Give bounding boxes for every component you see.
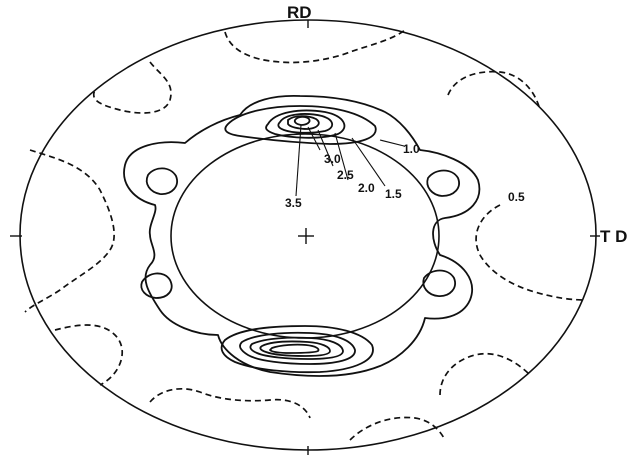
contour-upper-5 — [293, 115, 311, 126]
level-label-2.0: 2.0 — [358, 181, 375, 195]
island-right-upper — [426, 169, 460, 197]
projection-circle — [19, 19, 597, 451]
leader-1.5 — [351, 137, 386, 187]
contour-lower-5 — [269, 343, 320, 354]
contour-0.5-bottom-left — [149, 388, 311, 419]
level-label-3.0: 3.0 — [324, 152, 341, 166]
contour-lower-1 — [220, 325, 374, 374]
contour-upper-3 — [277, 113, 334, 134]
contour-0.5-top-right — [447, 70, 541, 111]
contour-1.0 — [123, 94, 481, 377]
level-label-0.5: 0.5 — [508, 190, 525, 204]
leader-2.5 — [317, 129, 334, 167]
contour-upper-1 — [224, 105, 377, 145]
level-label-1.5: 1.5 — [385, 187, 402, 201]
contour-upper-4 — [287, 115, 320, 130]
leader-3.0 — [307, 126, 321, 151]
contour-0.5-right-middle — [475, 204, 586, 301]
contour-lower-4 — [259, 340, 331, 357]
leader-2.0 — [334, 132, 349, 181]
contour-0.5-left-upper — [92, 61, 172, 114]
contour-0.5-bottom-right — [439, 352, 531, 396]
contour-lower-3 — [249, 336, 344, 360]
level-label-1.0: 1.0 — [403, 142, 420, 156]
island-left-upper — [145, 167, 178, 195]
island-left-lower — [140, 272, 173, 299]
level-label-3.5: 3.5 — [285, 196, 302, 210]
contour-0.5-bottom-center — [349, 416, 446, 441]
contour-0.5-top-left — [224, 29, 406, 64]
island-right-lower — [422, 269, 456, 297]
contour-0.5-left-lower — [54, 324, 124, 386]
label-rd: RD — [287, 3, 312, 22]
contour-lower-2 — [239, 331, 356, 365]
contour-0.5-left-middle — [24, 149, 115, 313]
leader-3.5 — [295, 124, 302, 197]
contour-upper-2 — [265, 109, 346, 139]
leader-1.0 — [379, 139, 405, 147]
level-label-2.5: 2.5 — [337, 168, 354, 182]
label-td: T D — [600, 227, 627, 246]
